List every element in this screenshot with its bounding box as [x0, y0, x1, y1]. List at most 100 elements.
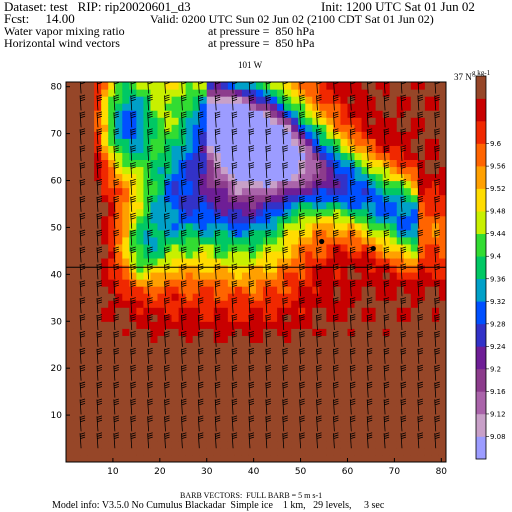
field-cell — [192, 110, 201, 118]
barb-shaft — [96, 162, 99, 179]
barb-shaft — [349, 112, 352, 128]
field-cell — [213, 398, 222, 407]
field-cell — [305, 440, 313, 449]
barb-feather — [350, 434, 356, 437]
barb-shaft — [214, 416, 217, 432]
field-cell — [80, 370, 88, 379]
barb-feather — [384, 282, 390, 285]
field-cell — [227, 180, 236, 189]
field-cell — [389, 426, 398, 435]
field-cell — [80, 201, 88, 210]
field-cell — [417, 307, 426, 315]
barb-shaft — [147, 112, 150, 128]
field-cell — [256, 243, 264, 252]
field-cell — [185, 89, 194, 97]
barb-feather — [215, 297, 221, 300]
field-cell — [143, 180, 152, 189]
field-cell — [333, 335, 342, 343]
barb-feather — [147, 147, 153, 150]
barb-feather — [333, 364, 339, 368]
barb-feather — [265, 166, 271, 169]
barb-shaft — [96, 365, 99, 381]
field-cell — [284, 307, 292, 315]
field-cell — [354, 208, 363, 217]
field-cell — [284, 243, 292, 252]
field-cell — [171, 293, 180, 301]
field-cell — [438, 356, 446, 365]
barb-shaft — [197, 146, 200, 162]
barb-feather — [97, 402, 103, 406]
barb-feather — [316, 149, 322, 152]
field-cell — [326, 236, 335, 245]
field-cell — [199, 187, 208, 196]
field-cell — [66, 173, 74, 182]
field-cell — [424, 131, 433, 139]
field-cell — [312, 110, 320, 118]
field-cell — [340, 454, 349, 462]
barb-shaft — [147, 247, 150, 263]
field-cell — [66, 363, 74, 372]
barb-feather — [147, 149, 153, 152]
barb-feather — [215, 113, 221, 116]
field-cell — [361, 440, 370, 449]
field-cell — [122, 391, 130, 400]
field-cell — [213, 377, 222, 386]
field-cell — [122, 321, 130, 329]
field-cell — [326, 370, 335, 379]
barb-feather — [97, 366, 103, 370]
field-cell — [206, 222, 215, 231]
barb-shaft — [349, 162, 352, 179]
field-cell — [263, 349, 271, 358]
field-cell — [424, 307, 433, 315]
field-cell — [312, 103, 320, 111]
wind-barb — [214, 229, 221, 246]
field-cell — [164, 300, 173, 308]
barb-feather — [350, 284, 356, 288]
field-cell — [66, 405, 74, 414]
field-cell — [115, 356, 123, 365]
field-cell — [185, 257, 194, 266]
barb-feather — [249, 78, 254, 80]
barb-feather — [350, 366, 356, 370]
field-cell — [73, 370, 81, 379]
field-cell — [122, 201, 130, 210]
field-cell — [136, 405, 145, 414]
barb-feather — [249, 383, 255, 387]
field-cell — [270, 250, 278, 259]
barb-feather — [198, 234, 204, 237]
barb-shaft — [383, 298, 386, 314]
barb-feather — [164, 398, 170, 401]
barb-feather — [316, 383, 322, 387]
barb-feather — [350, 364, 356, 368]
field-cell — [340, 440, 349, 449]
barb-feather — [350, 267, 356, 271]
barb-shaft — [130, 298, 133, 314]
field-cell — [136, 307, 145, 315]
barb-shaft — [164, 399, 166, 415]
barb-feather — [384, 400, 390, 404]
field-cell — [284, 138, 292, 146]
field-cell — [354, 229, 363, 238]
barb-feather — [198, 314, 204, 317]
field-cell — [368, 208, 377, 217]
field-cell — [438, 426, 446, 435]
barb-feather — [333, 400, 339, 404]
barb-feather — [249, 314, 255, 317]
field-cell — [94, 454, 102, 462]
field-cell — [157, 426, 166, 435]
field-cell — [248, 124, 257, 132]
wind-barb — [130, 280, 136, 297]
field-cell — [206, 250, 215, 259]
wind-barb — [164, 145, 170, 162]
barb-feather — [282, 94, 288, 97]
field-cell — [157, 257, 166, 266]
barb-feather — [265, 333, 271, 336]
barb-feather — [316, 402, 322, 406]
field-cell — [361, 250, 370, 259]
field-cell — [403, 89, 412, 97]
field-cell — [157, 321, 166, 329]
field-cell — [368, 257, 377, 266]
barb-feather — [147, 280, 153, 283]
field-cell — [66, 356, 74, 365]
field-cell — [108, 349, 116, 358]
